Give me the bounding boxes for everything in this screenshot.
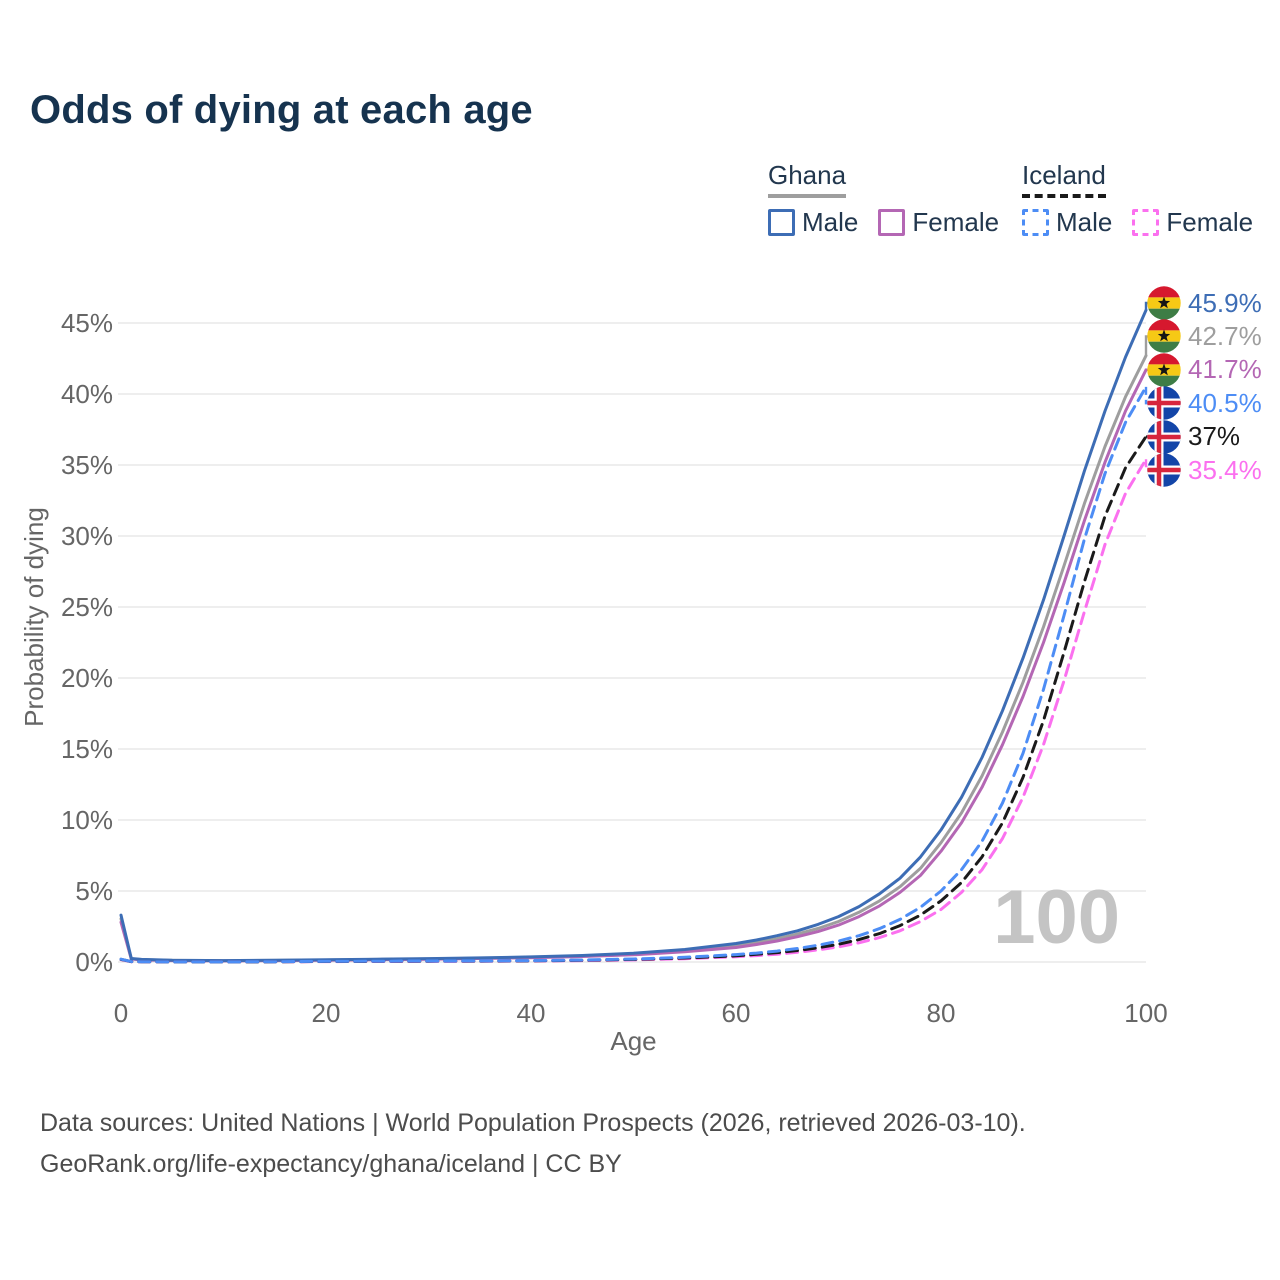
- y-tick-label: 20%: [61, 663, 113, 693]
- legend-item-label: Male: [1056, 207, 1113, 237]
- end-label-iceland-female: 35.4%: [1147, 453, 1262, 487]
- y-tick-label: 40%: [61, 379, 113, 409]
- legend-group-label-ghana: Ghana: [768, 160, 847, 198]
- checkbox-icon[interactable]: [878, 209, 906, 236]
- x-tick-label: 20: [312, 998, 341, 1028]
- footer: Data sources: United Nations | World Pop…: [40, 1103, 1026, 1185]
- x-tick-label: 100: [1124, 998, 1167, 1028]
- series-line-ghana-male: [119, 308, 1148, 963]
- end-label-iceland-male: 40.5%: [1147, 386, 1262, 420]
- x-tick-label: 80: [927, 998, 956, 1028]
- end-label-value: 35.4%: [1188, 454, 1262, 485]
- legend-items-iceland: Male Female: [1022, 207, 1253, 238]
- ghana-flag-icon: [1147, 353, 1181, 387]
- page-title: Odds of dying at each age: [30, 88, 533, 132]
- ghana-flag-icon: [1147, 319, 1181, 354]
- age-watermark: 100: [993, 875, 1120, 960]
- series-line-ghana-both: [119, 354, 1148, 963]
- y-tick-label: 45%: [61, 308, 113, 338]
- legend-group-iceland: Iceland Male Female: [1022, 160, 1253, 238]
- x-tick-label: 0: [114, 998, 128, 1028]
- iceland-flag-icon: [1147, 419, 1181, 454]
- legend-items-ghana: Male Female: [768, 207, 999, 238]
- y-axis-title: Probability of dying: [19, 507, 49, 727]
- legend-item-ghana-male[interactable]: Male: [768, 207, 858, 238]
- end-label-value: 37%: [1188, 421, 1241, 452]
- iceland-flag-icon: [1147, 386, 1181, 420]
- checkbox-icon[interactable]: [1022, 209, 1049, 236]
- footer-data-sources: Data sources: United Nations | World Pop…: [40, 1109, 1026, 1137]
- legend-item-label: Female: [1166, 207, 1254, 237]
- y-tick-label: 0%: [75, 947, 113, 977]
- y-tick-label: 10%: [61, 805, 113, 835]
- end-label-iceland-both: 37%: [1147, 419, 1241, 454]
- footer-attribution: GeoRank.org/life-expectancy/ghana/icelan…: [40, 1150, 622, 1178]
- legend-item-ghana-female[interactable]: Female: [878, 207, 999, 238]
- legend-item-iceland-male[interactable]: Male: [1022, 207, 1112, 238]
- x-axis-title: Age: [610, 1026, 656, 1056]
- ghana-flag-icon: [1147, 286, 1181, 320]
- end-label-ghana-male: 45.9%: [1147, 286, 1262, 320]
- legend-item-iceland-female[interactable]: Female: [1132, 207, 1253, 238]
- series-line-ghana-female: [119, 368, 1148, 963]
- end-label-ghana-both: 42.7%: [1147, 319, 1262, 354]
- y-tick-label: 35%: [61, 450, 113, 480]
- series-line-iceland-male: [119, 385, 1148, 964]
- checkbox-icon[interactable]: [768, 209, 795, 236]
- y-tick-label: 5%: [75, 876, 113, 906]
- end-label-value: 41.7%: [1188, 354, 1262, 385]
- y-tick-label: 25%: [61, 592, 113, 622]
- legend-item-label: Male: [802, 207, 859, 237]
- end-label-ghana-female: 41.7%: [1147, 353, 1262, 387]
- x-tick-label: 40: [517, 998, 546, 1028]
- end-label-value: 42.7%: [1188, 320, 1262, 351]
- y-tick-label: 30%: [61, 521, 113, 551]
- end-label-value: 45.9%: [1188, 287, 1262, 318]
- legend-group-label-iceland: Iceland: [1022, 160, 1106, 198]
- x-tick-label: 60: [722, 998, 751, 1028]
- iceland-flag-icon: [1147, 453, 1181, 487]
- end-label-value: 40.5%: [1188, 387, 1262, 418]
- legend-group-ghana: Ghana Male Female: [768, 160, 999, 238]
- checkbox-icon[interactable]: [1132, 209, 1160, 236]
- y-tick-label: 15%: [61, 734, 113, 764]
- legend-item-label: Female: [912, 207, 1000, 237]
